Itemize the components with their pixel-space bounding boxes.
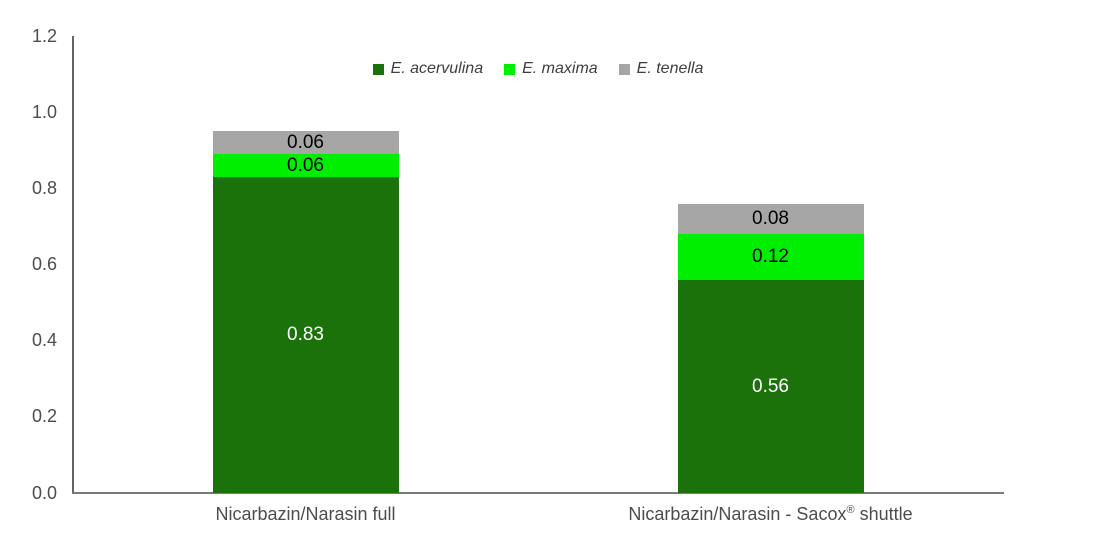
y-axis-line <box>72 36 74 493</box>
registered-trademark-symbol: ® <box>846 504 855 516</box>
bar-segment: 0.08 <box>677 203 864 235</box>
data-label: 0.06 <box>287 132 324 154</box>
bar-segment: 0.06 <box>212 154 399 177</box>
data-label: 0.06 <box>287 154 324 176</box>
data-label: 0.56 <box>752 375 789 397</box>
legend-item: E. tenella <box>618 60 704 77</box>
legend-swatch-icon <box>372 63 384 75</box>
y-axis-tick-label: 0.2 <box>31 406 57 427</box>
legend-label: E. maxima <box>522 60 598 77</box>
category-label: Nicarbazin/Narasin full <box>215 504 396 524</box>
bar-segment: 0.56 <box>677 279 864 493</box>
y-axis-tick-label: 1.0 <box>31 101 57 122</box>
data-label: 0.08 <box>752 208 789 230</box>
category-label: Nicarbazin/Narasin - Sacox® shuttle <box>628 504 913 524</box>
legend-label: E. tenella <box>636 60 704 77</box>
stacked-bar: 0.56 0.12 0.08 <box>677 0 864 493</box>
y-axis-tick-label: 0.4 <box>31 330 57 351</box>
y-axis-tick-label: 0.8 <box>31 177 57 198</box>
stacked-bar: 0.83 0.06 0.06 <box>212 0 399 493</box>
y-axis-tick-label: 0.6 <box>31 254 57 274</box>
x-axis-line <box>72 492 1004 494</box>
data-label: 0.83 <box>287 324 324 346</box>
y-axis-tick-label: 0.0 <box>31 482 57 503</box>
legend-item: E. acervulina <box>372 60 484 77</box>
bar-segment: 0.12 <box>677 234 864 280</box>
bar-segment: 0.06 <box>212 131 399 155</box>
chart-legend: E. acervulina E. maxima E. tenella <box>73 58 1003 80</box>
legend-swatch-icon <box>618 63 630 75</box>
y-axis-tick-label: 1.2 <box>31 25 57 46</box>
data-label: 0.12 <box>752 246 789 268</box>
bar-segment: 0.83 <box>212 176 399 493</box>
legend-swatch-icon <box>504 63 516 75</box>
legend-label: E. acervulina <box>390 60 484 77</box>
legend-item: E. maxima <box>504 61 598 77</box>
